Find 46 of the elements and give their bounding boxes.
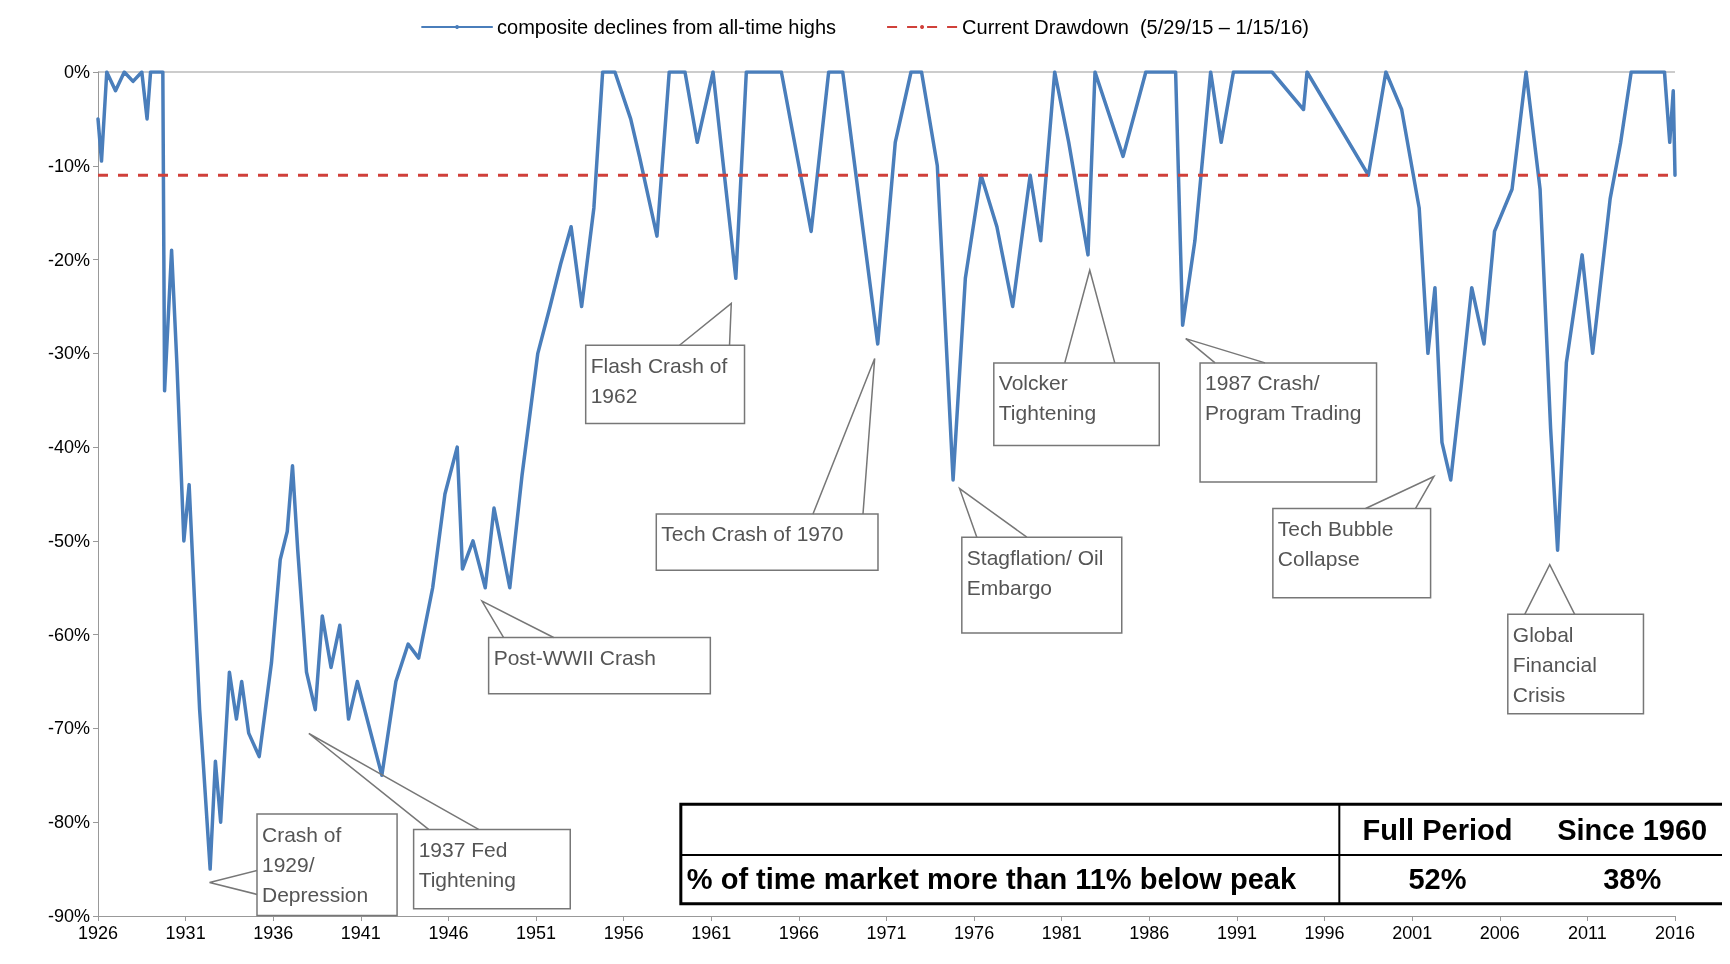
y-tick-label: -30% <box>47 343 90 364</box>
x-tick-label: 2006 <box>1479 923 1520 943</box>
annotation: % of time market more than 11% below peak <box>686 863 1297 896</box>
annotation: Stagflation/ Oil Embargo <box>966 545 1110 599</box>
y-tick-label: -80% <box>47 812 90 833</box>
legend-label: composite declines from all-time highs <box>497 16 837 38</box>
annotation: Post-WWII Crash <box>493 646 656 670</box>
annotation: Crash of 1929/ Depression <box>262 822 369 906</box>
x-tick-label: 1971 <box>866 923 907 943</box>
x-tick-label: 1986 <box>1129 923 1170 943</box>
x-tick-label: 1956 <box>603 923 644 943</box>
y-tick-label: -40% <box>47 437 90 458</box>
annotation: Tech Bubble Collapse <box>1277 516 1400 570</box>
y-tick-label: -10% <box>47 155 90 176</box>
x-tick-label: 2001 <box>1392 923 1433 943</box>
x-tick-label: 1961 <box>691 923 732 943</box>
x-tick-label: 1951 <box>516 923 557 943</box>
x-tick-label: 1966 <box>778 923 819 943</box>
x-tick-label: 1946 <box>428 923 469 943</box>
annotation: Tech Crash of 1970 <box>661 522 844 546</box>
x-tick-label: 1981 <box>1041 923 1082 943</box>
legend-label: Current Drawdown (5/29/15 – 1/15/16) <box>962 16 1309 38</box>
annotation: Full Period <box>1362 813 1513 846</box>
y-tick-label: -90% <box>47 906 90 926</box>
x-tick-label: 1936 <box>253 923 294 943</box>
annotation: Since 1960 <box>1557 813 1708 846</box>
x-tick-label: 1991 <box>1216 923 1257 943</box>
y-tick-label: -20% <box>47 249 90 270</box>
annotation: Global Financial Crisis <box>1512 622 1603 706</box>
annotation: Flash Crash of 1962 <box>590 353 734 407</box>
x-tick-label: 1931 <box>165 923 206 943</box>
y-tick-label: -50% <box>47 530 90 551</box>
annotation: 38% <box>1603 863 1662 896</box>
x-tick-label: 1976 <box>954 923 995 943</box>
x-tick-label: 1996 <box>1304 923 1345 943</box>
y-tick-label: -70% <box>47 718 90 739</box>
x-tick-label: 1926 <box>77 923 119 943</box>
y-tick-label: -60% <box>47 624 90 645</box>
annotation: Volcker Tightening <box>998 371 1097 425</box>
annotation: 1987 Crash/ Program Trading <box>1205 371 1362 425</box>
x-tick-label: 2016 <box>1654 923 1696 943</box>
x-tick-label: 1941 <box>340 923 381 943</box>
annotation: 1937 Fed Tightening <box>418 837 516 891</box>
x-tick-label: 2011 <box>1568 923 1607 943</box>
annotation: 52% <box>1408 863 1467 896</box>
y-tick-label: 0% <box>63 62 90 82</box>
